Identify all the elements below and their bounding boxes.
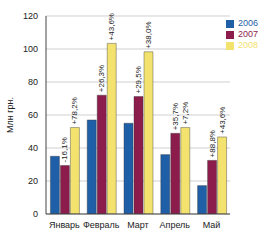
svg-text:Май: Май [203,220,221,230]
svg-text:+7,2%: +7,2% [181,102,190,125]
svg-text:100: 100 [23,44,38,54]
html-text:2008: 2008 [238,40,258,50]
svg-text:+29,5%: +29,5% [134,66,143,93]
svg-text:120: 120 [23,11,38,21]
html-text:2007: 2007 [238,29,258,39]
svg-text:Март: Март [127,220,149,230]
html-text:2006: 2006 [238,18,258,28]
svg-text:+38,0%: +38,0% [144,21,153,48]
svg-text:+78,2%: +78,2% [70,97,79,124]
svg-text:Январь: Январь [49,220,80,230]
svg-text:80: 80 [28,77,38,87]
svg-text:0: 0 [33,209,38,219]
svg-text:+26,3%: +26,3% [97,65,106,92]
svg-text:Апрель: Апрель [160,220,191,230]
svg-text:Февраль: Февраль [83,220,120,230]
svg-text:60: 60 [28,110,38,120]
svg-text:+43,6%: +43,6% [107,13,116,40]
svg-text:+35,7%: +35,7% [171,103,180,130]
svg-text:+88,8%: +88,8% [208,130,217,157]
svg-text:Млн грн.: Млн грн. [8,97,15,133]
svg-text:-16,1%: -16,1% [60,137,69,162]
svg-text:+43,6%: +43,6% [218,107,227,134]
svg-text:40: 40 [28,143,38,153]
svg-text:20: 20 [28,176,38,186]
